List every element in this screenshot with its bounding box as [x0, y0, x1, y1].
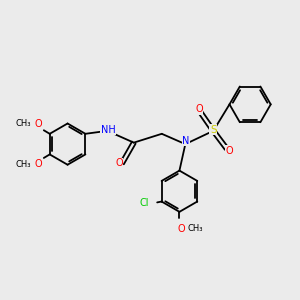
Text: CH₃: CH₃ — [188, 224, 203, 233]
Text: CH₃: CH₃ — [16, 119, 31, 128]
Text: O: O — [177, 224, 185, 234]
Text: CH₃: CH₃ — [16, 160, 31, 169]
Text: Cl: Cl — [139, 198, 149, 208]
Text: O: O — [34, 159, 42, 170]
Text: O: O — [115, 158, 123, 168]
Text: S: S — [210, 125, 217, 135]
Text: NH: NH — [100, 125, 115, 135]
Text: O: O — [195, 104, 203, 114]
Text: O: O — [34, 119, 42, 129]
Text: O: O — [226, 146, 233, 156]
Text: N: N — [182, 136, 190, 146]
